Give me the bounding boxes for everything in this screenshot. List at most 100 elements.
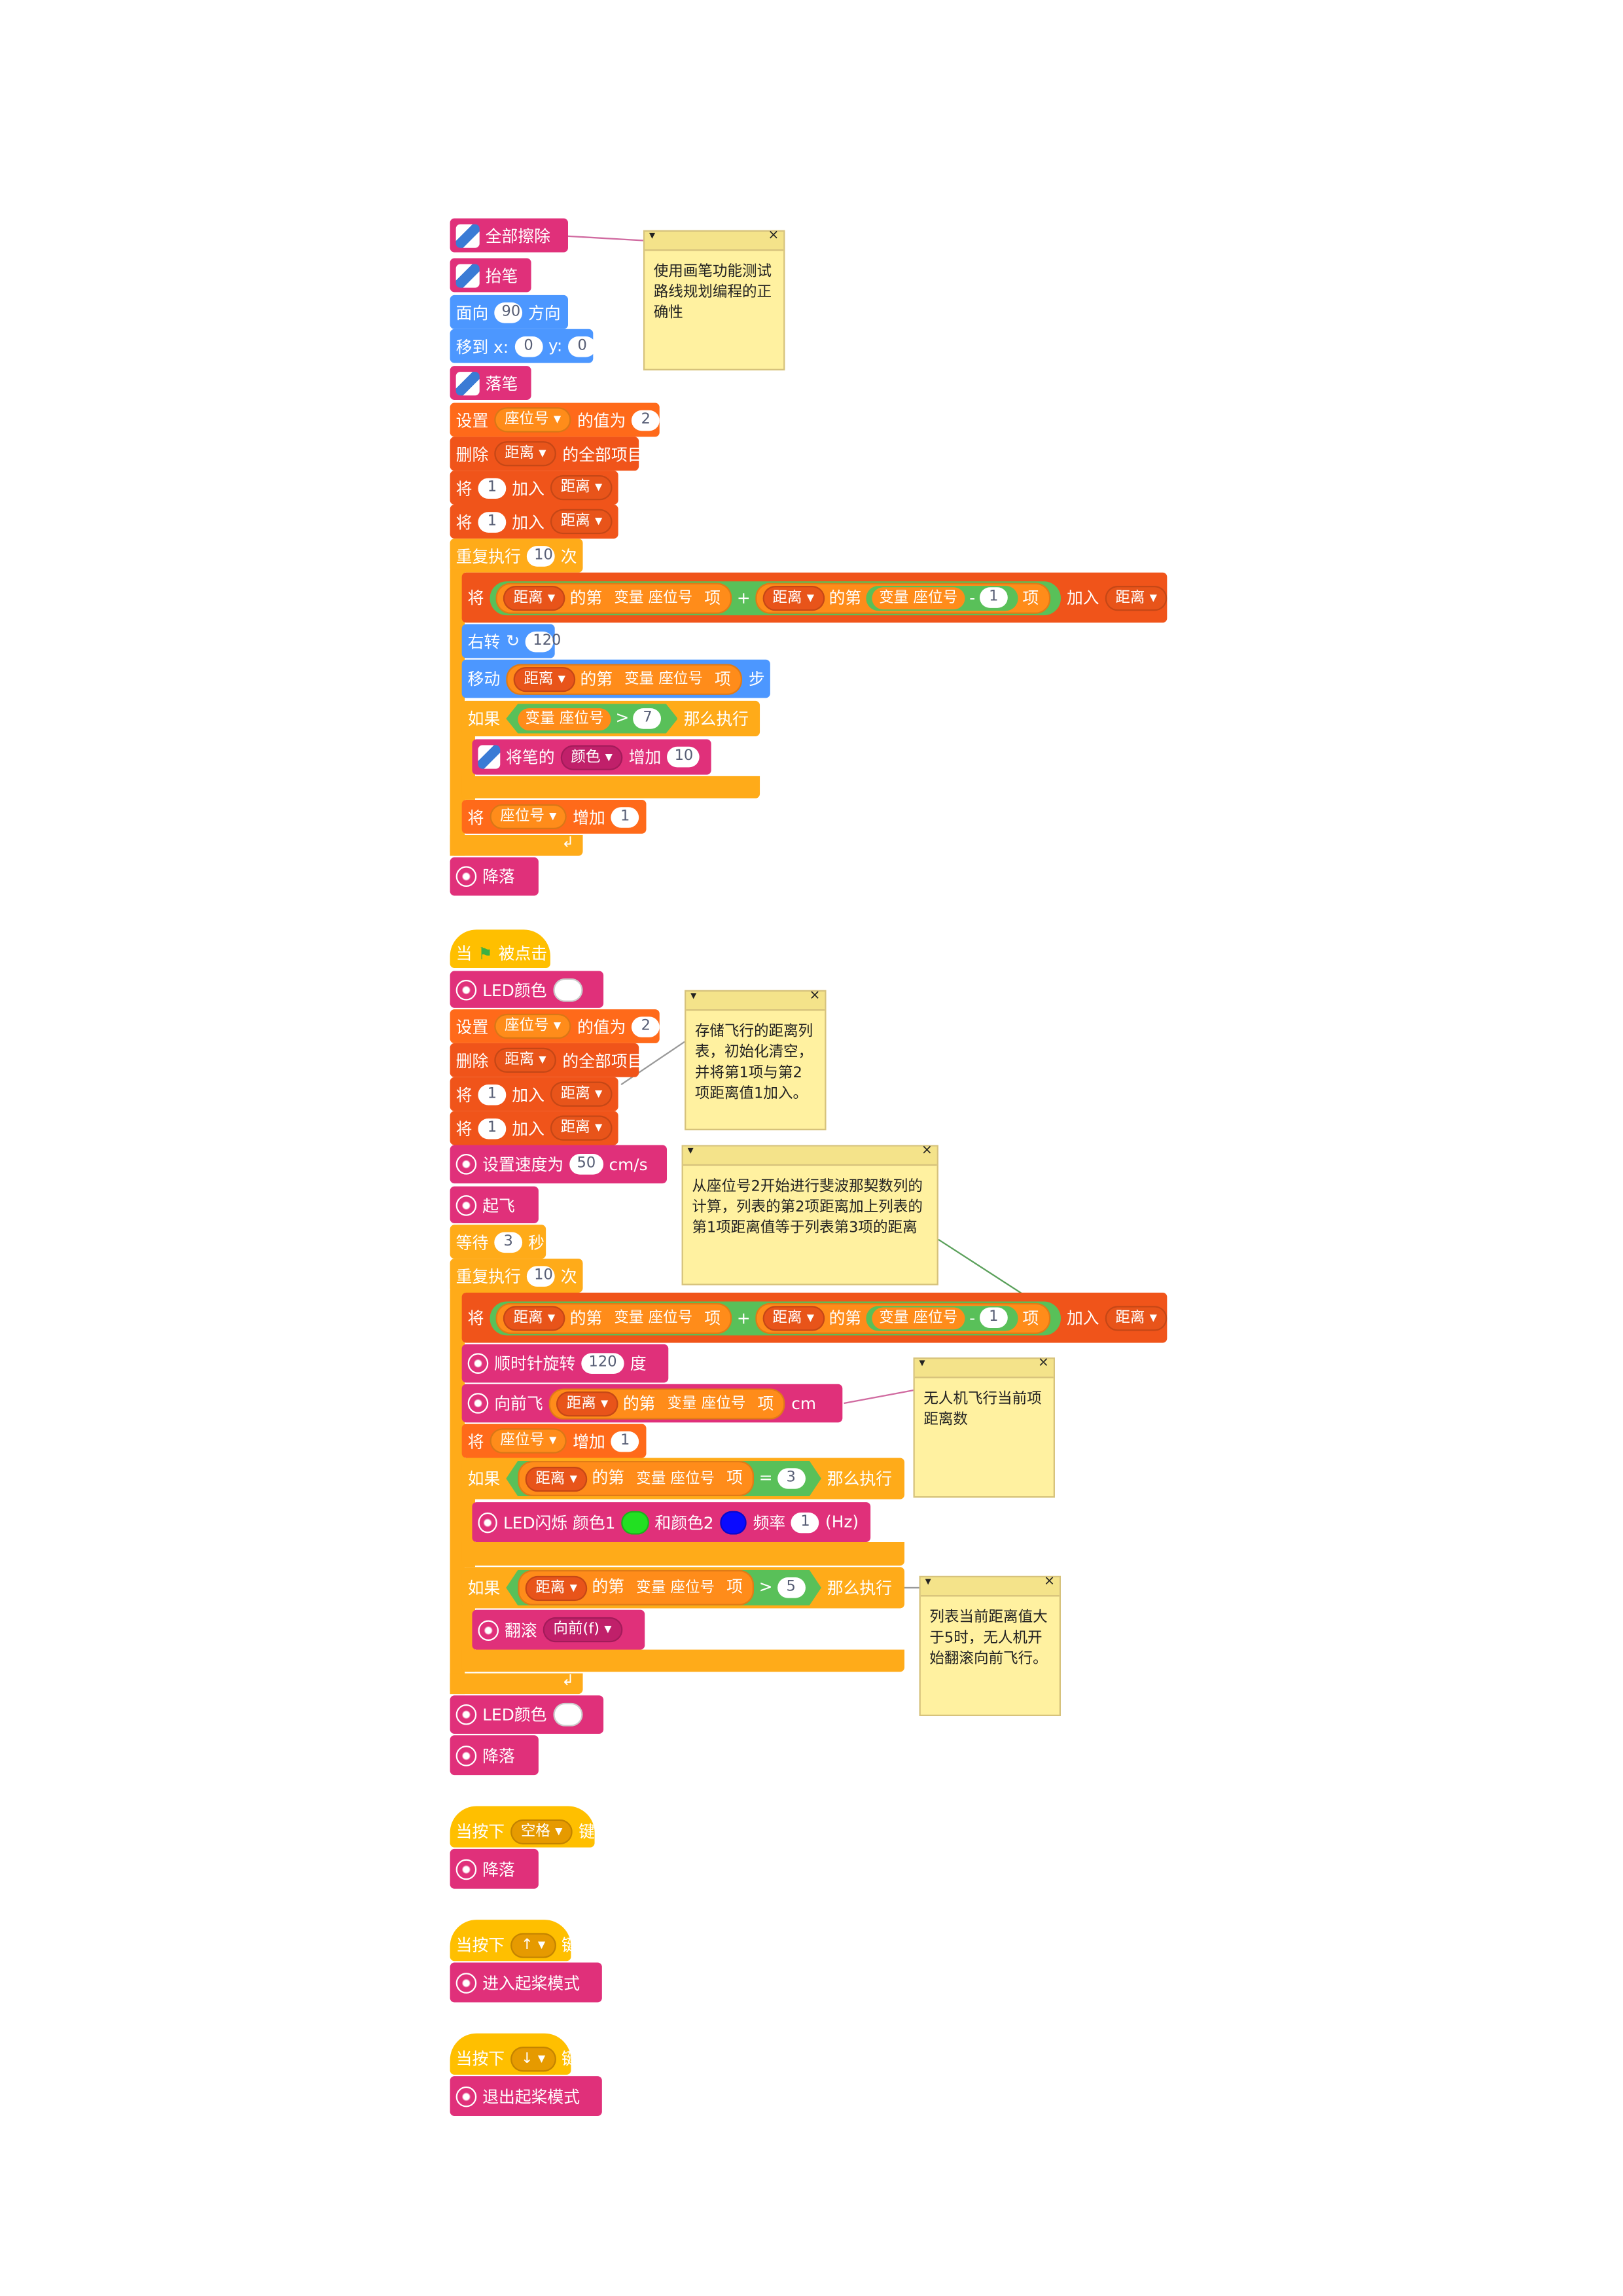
speed-input[interactable]: 50 bbox=[569, 1154, 603, 1175]
note-header[interactable]: ▾ × bbox=[686, 989, 825, 1011]
item-input[interactable]: 1 bbox=[478, 511, 507, 532]
item-of-list[interactable]: 距离 ▾ 的第 变量 座位号 项 bbox=[495, 582, 733, 613]
item-of-list[interactable]: 距离 ▾ 的第 变量 座位号 项 bbox=[518, 1570, 755, 1605]
block-land[interactable]: 降落 bbox=[450, 1848, 539, 1889]
block-flip[interactable]: 翻滚 向前(f) ▾ bbox=[472, 1609, 645, 1650]
value-input[interactable]: 2 bbox=[632, 1016, 660, 1037]
block-wait[interactable]: 等待 3 秒 bbox=[450, 1225, 546, 1259]
color1-picker[interactable] bbox=[621, 1510, 649, 1534]
block-pen-down[interactable]: 落笔 bbox=[450, 366, 531, 400]
block-delete-all[interactable]: 删除 距离 ▾ 的全部项目 bbox=[450, 1043, 643, 1077]
item-input[interactable]: 1 bbox=[478, 477, 507, 498]
variable-dropdown[interactable]: 座位号 ▾ bbox=[490, 1428, 567, 1454]
block-rotate-cw[interactable]: 顺时针旋转 120 度 bbox=[461, 1344, 669, 1383]
block-fly-forward[interactable]: 向前飞 距离 ▾ 的第 变量 座位号 项 cm bbox=[461, 1384, 843, 1423]
block-set-variable[interactable]: 设置 座位号 ▾ 的值为 2 bbox=[450, 403, 660, 437]
collapse-icon[interactable]: ▾ bbox=[925, 1574, 931, 1588]
variable-reporter[interactable]: 变量 座位号 bbox=[607, 1306, 700, 1329]
block-delete-all[interactable]: 删除 距离 ▾ 的全部项目 bbox=[450, 437, 643, 471]
block-land[interactable]: 降落 bbox=[450, 1735, 539, 1776]
note-text[interactable]: 存储飞行的距离列表，初始化清空，并将第1项与第2项距离值1加入。 bbox=[694, 1024, 813, 1103]
list-dropdown[interactable]: 距离 ▾ bbox=[762, 1305, 825, 1331]
block-led-color[interactable]: LED颜色 bbox=[450, 1695, 604, 1734]
operator-subtract[interactable]: 变量 座位号 - 1 bbox=[865, 584, 1018, 611]
subtract-input[interactable]: 1 bbox=[979, 587, 1008, 608]
key-dropdown[interactable]: ↑ ▾ bbox=[510, 1932, 556, 1958]
block-turn-right[interactable]: 右转 ↻ 120 度 bbox=[461, 624, 576, 658]
close-icon[interactable]: × bbox=[768, 228, 779, 243]
operator-equals[interactable]: 距离 ▾ 的第 变量 座位号 项 = 3 bbox=[506, 1461, 821, 1496]
list-dropdown[interactable]: 距离 ▾ bbox=[762, 584, 825, 611]
key-dropdown[interactable]: 空格 ▾ bbox=[510, 1818, 573, 1844]
note-header[interactable]: ▾ × bbox=[914, 1356, 1054, 1378]
note-header[interactable]: ▾ × bbox=[920, 1574, 1060, 1597]
block-change-variable[interactable]: 将 座位号 ▾ 增加 1 bbox=[461, 799, 647, 834]
compare-input[interactable]: 3 bbox=[777, 1468, 805, 1489]
variable-reporter[interactable]: 变量 座位号 bbox=[629, 1467, 722, 1490]
y-input[interactable]: 0 bbox=[568, 335, 597, 357]
block-repeat[interactable]: 重复执行 10 次 bbox=[450, 1259, 583, 1293]
turn-input[interactable]: 120 bbox=[526, 630, 561, 652]
x-input[interactable]: 0 bbox=[514, 335, 543, 357]
operator-add[interactable]: 距离 ▾ 的第 变量 座位号 项 + 距离 ▾ 的第 变量 座位号 - 1 项 bbox=[490, 581, 1061, 615]
operator-add[interactable]: 距离 ▾ 的第 变量 座位号 项 + 距离 ▾ 的第 变量 座位号 - 1 项 bbox=[490, 1300, 1061, 1335]
item-of-list[interactable]: 距离 ▾ 的第 变量 座位号 项 bbox=[518, 1461, 755, 1496]
variable-reporter[interactable]: 变量 座位号 bbox=[518, 708, 611, 730]
item-input[interactable]: 1 bbox=[478, 1083, 507, 1105]
note-text[interactable]: 使用画笔功能测试路线规划编程的正确性 bbox=[653, 264, 772, 322]
list-dropdown[interactable]: 距离 ▾ bbox=[550, 1115, 613, 1141]
key-dropdown[interactable]: ↓ ▾ bbox=[510, 2045, 556, 2072]
close-icon[interactable]: × bbox=[921, 1143, 933, 1158]
comment-note[interactable]: ▾ × 存储飞行的距离列表，初始化清空，并将第1项与第2项距离值1加入。 bbox=[685, 989, 827, 1130]
block-if[interactable]: 如果 距离 ▾ 的第 变量 座位号 项 > 5 那么执行 bbox=[461, 1567, 905, 1609]
wait-input[interactable]: 3 bbox=[494, 1231, 523, 1252]
compare-input[interactable]: 5 bbox=[777, 1577, 805, 1598]
list-dropdown[interactable]: 距离 ▾ bbox=[513, 666, 576, 692]
note-header[interactable]: ▾ × bbox=[645, 228, 784, 251]
close-icon[interactable]: × bbox=[1043, 1574, 1055, 1590]
increase-input[interactable]: 10 bbox=[667, 746, 700, 768]
variable-reporter[interactable]: 变量 座位号 bbox=[871, 1306, 965, 1329]
comment-note[interactable]: ▾ × 使用画笔功能测试路线规划编程的正确性 bbox=[643, 228, 785, 370]
block-pen-up[interactable]: 抬笔 bbox=[450, 258, 531, 293]
list-dropdown[interactable]: 距离 ▾ bbox=[503, 1305, 565, 1331]
variable-reporter[interactable]: 变量 座位号 bbox=[660, 1392, 753, 1414]
list-dropdown[interactable]: 距离 ▾ bbox=[526, 1466, 588, 1491]
block-repeat[interactable]: 重复执行 10 次 bbox=[450, 538, 583, 573]
note-text[interactable]: 列表当前距离值大于5时，无人机开始翻滚向前飞行。 bbox=[929, 1609, 1048, 1668]
list-dropdown[interactable]: 距离 ▾ bbox=[1105, 1305, 1168, 1331]
block-add-sum-to-list[interactable]: 将 距离 ▾ 的第 变量 座位号 项 + 距离 ▾ 的第 变量 座位号 - 1 bbox=[461, 572, 1168, 623]
block-if[interactable]: 如果 变量 座位号 > 7 那么执行 bbox=[461, 700, 760, 736]
list-dropdown[interactable]: 距离 ▾ bbox=[556, 1390, 619, 1416]
block-add-to-list[interactable]: 将 1 加入 距离 ▾ bbox=[450, 471, 618, 505]
item-of-list[interactable]: 距离 ▾ 的第 变量 座位号 项 bbox=[495, 1302, 733, 1333]
block-when-key-pressed[interactable]: 当按下 ↑ ▾ 键 bbox=[450, 1920, 578, 1962]
block-exit-prop-mode[interactable]: 退出起桨模式 bbox=[450, 2076, 602, 2116]
block-change-pen-color[interactable]: 将笔的 颜色 ▾ 增加 10 bbox=[472, 739, 711, 775]
list-dropdown[interactable]: 距离 ▾ bbox=[550, 509, 613, 535]
color-picker[interactable] bbox=[552, 1702, 582, 1727]
item-of-list[interactable]: 距离 ▾ 的第 变量 座位号 项 bbox=[506, 663, 743, 694]
block-add-to-list[interactable]: 将 1 加入 距离 ▾ bbox=[450, 1077, 618, 1111]
direction-input[interactable]: 90 bbox=[494, 302, 523, 323]
block-takeoff[interactable]: 起飞 bbox=[450, 1186, 539, 1223]
comment-note[interactable]: ▾ × 列表当前距离值大于5时，无人机开始翻滚向前飞行。 bbox=[919, 1574, 1061, 1716]
note-header[interactable]: ▾ × bbox=[683, 1143, 937, 1166]
block-clear[interactable]: 全部擦除 bbox=[450, 218, 568, 253]
frequency-input[interactable]: 1 bbox=[791, 1511, 820, 1533]
comment-note[interactable]: ▾ × 从座位号2开始进行斐波那契数列的计算，列表的第2项距离加上列表的第1项距… bbox=[681, 1143, 938, 1285]
item-of-list[interactable]: 距离 ▾ 的第 变量 座位号 项 bbox=[548, 1388, 786, 1419]
block-point-direction[interactable]: 面向 90 方向 bbox=[450, 295, 568, 329]
increase-input[interactable]: 1 bbox=[611, 806, 639, 827]
list-dropdown[interactable]: 距离 ▾ bbox=[494, 441, 557, 467]
item-of-list[interactable]: 距离 ▾ 的第 变量 座位号 - 1 项 bbox=[755, 582, 1051, 613]
block-when-key-pressed[interactable]: 当按下 ↓ ▾ 键 bbox=[450, 2033, 578, 2075]
variable-reporter[interactable]: 变量 座位号 bbox=[607, 586, 700, 609]
value-input[interactable]: 2 bbox=[632, 409, 660, 431]
color2-picker[interactable] bbox=[719, 1510, 747, 1534]
block-set-speed[interactable]: 设置速度为 50 cm/s bbox=[450, 1145, 668, 1184]
note-text[interactable]: 无人机飞行当前项距离数 bbox=[923, 1391, 1042, 1429]
list-dropdown[interactable]: 距离 ▾ bbox=[503, 584, 565, 611]
repeat-count-input[interactable]: 10 bbox=[526, 1265, 555, 1286]
variable-reporter[interactable]: 变量 座位号 bbox=[871, 586, 965, 609]
